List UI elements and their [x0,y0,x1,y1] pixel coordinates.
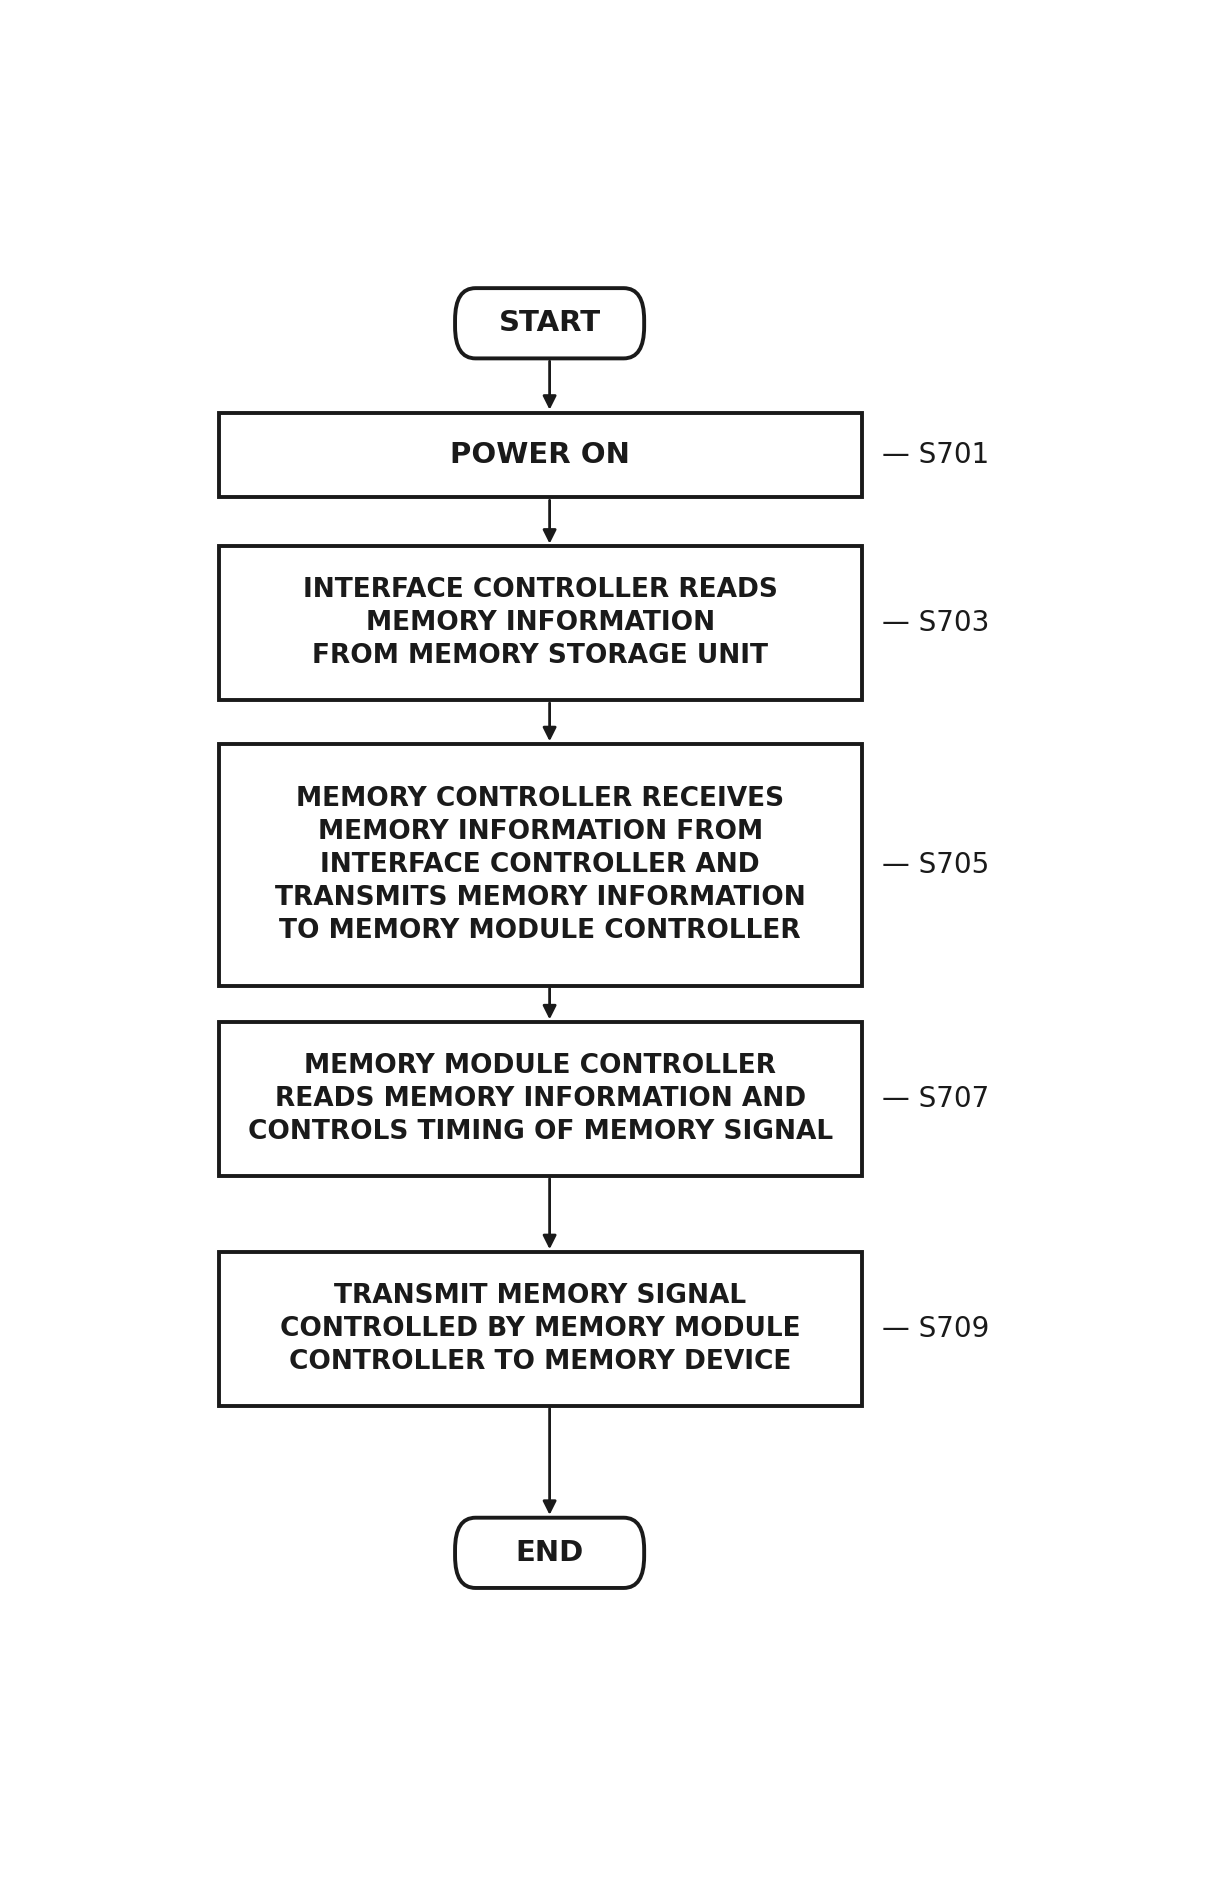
FancyBboxPatch shape [218,413,861,498]
Text: INTERFACE CONTROLLER READS
MEMORY INFORMATION
FROM MEMORY STORAGE UNIT: INTERFACE CONTROLLER READS MEMORY INFORM… [303,578,777,669]
Text: MEMORY MODULE CONTROLLER
READS MEMORY INFORMATION AND
CONTROLS TIMING OF MEMORY : MEMORY MODULE CONTROLLER READS MEMORY IN… [248,1053,833,1144]
Text: TRANSMIT MEMORY SIGNAL
CONTROLLED BY MEMORY MODULE
CONTROLLER TO MEMORY DEVICE: TRANSMIT MEMORY SIGNAL CONTROLLED BY MEM… [279,1283,800,1374]
Text: START: START [499,310,600,336]
FancyBboxPatch shape [218,546,861,700]
Text: END: END [516,1538,583,1566]
Text: — S707: — S707 [882,1085,989,1114]
FancyBboxPatch shape [455,1517,644,1587]
FancyBboxPatch shape [218,1253,861,1405]
Text: — S709: — S709 [882,1315,989,1342]
FancyBboxPatch shape [218,743,861,985]
Text: — S703: — S703 [882,610,989,637]
Text: MEMORY CONTROLLER RECEIVES
MEMORY INFORMATION FROM
INTERFACE CONTROLLER AND
TRAN: MEMORY CONTROLLER RECEIVES MEMORY INFORM… [274,785,805,945]
Text: — S705: — S705 [882,852,989,878]
FancyBboxPatch shape [455,289,644,359]
FancyBboxPatch shape [218,1023,861,1177]
Text: POWER ON: POWER ON [450,441,630,470]
Text: — S701: — S701 [882,441,989,470]
